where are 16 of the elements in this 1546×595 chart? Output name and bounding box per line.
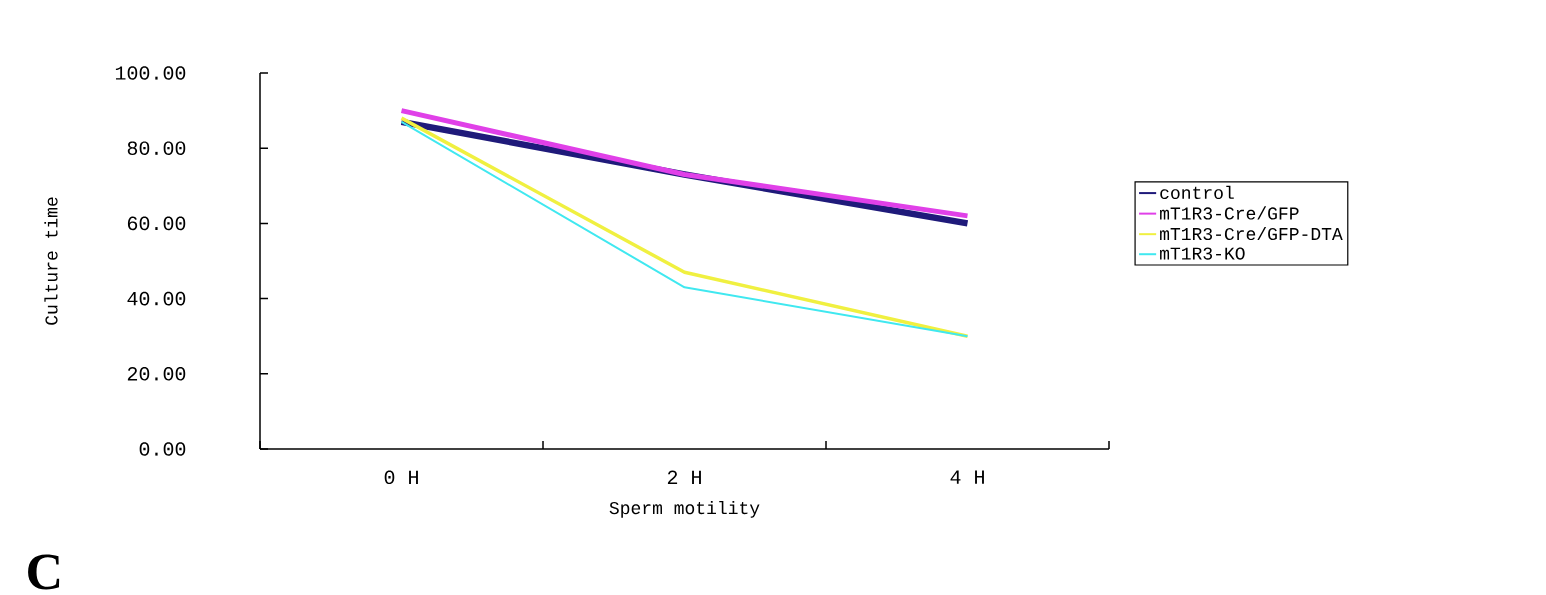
- y-tick-label: 40.00: [127, 291, 186, 306]
- y-tick-label: 60.00: [127, 216, 186, 231]
- y-tick-label: 20.00: [127, 367, 186, 381]
- legend-label: control: [1160, 185, 1234, 200]
- legend-label: mT1R3-Cre/GFP: [1160, 206, 1299, 220]
- x-tick-label: 2 H: [667, 470, 701, 484]
- x-tick-label: 4 H: [950, 470, 984, 484]
- legend-label: mT1R3-Cre/GFP-DTA: [1160, 226, 1343, 241]
- y-tick-label: 100.00: [115, 66, 186, 80]
- legend-label: mT1R3-KO: [1160, 247, 1245, 260]
- y-tick-label: 80.00: [127, 141, 186, 155]
- text: C: [28, 554, 60, 590]
- y-axis-title: Culture time: [44, 197, 58, 325]
- y-tick-label: 0.00: [139, 442, 186, 456]
- x-tick-label: 0 H: [384, 470, 418, 485]
- x-axis-title: Sperm motility: [609, 500, 760, 518]
